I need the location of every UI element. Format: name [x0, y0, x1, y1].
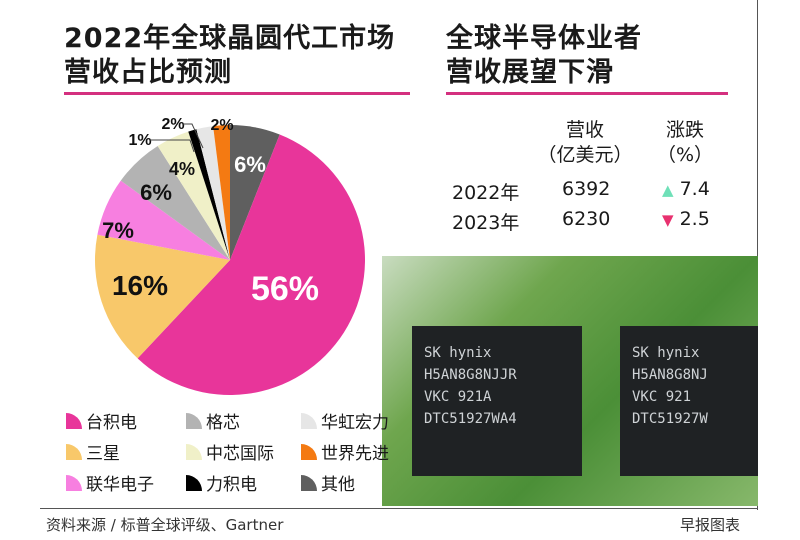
slice-label: 56% — [251, 270, 319, 308]
pie-slice-华虹宏力 — [196, 126, 230, 260]
pie-slice-台积电 — [137, 134, 366, 396]
pie-slice-三星 — [95, 234, 230, 359]
legend-swatch-icon — [186, 412, 202, 429]
legend-label: 其他 — [321, 475, 355, 495]
change-value: 2.5 — [673, 208, 710, 230]
legend-item: 中芯国际 — [186, 439, 301, 464]
row-revenue: 6392 — [562, 178, 611, 200]
leader-line — [150, 139, 195, 153]
legend-item: 世界先进 — [301, 439, 401, 464]
legend-label: 格芯 — [206, 413, 240, 433]
legend-item: 格芯 — [186, 408, 301, 433]
header-change-label: 涨跌 — [665, 119, 704, 141]
slice-label: 6% — [140, 180, 172, 205]
legend-item: 力积电 — [186, 470, 301, 495]
legend-label: 华虹宏力 — [321, 413, 389, 433]
slice-label: 2% — [210, 117, 233, 134]
slice-label: 4% — [169, 159, 195, 179]
legend-item: 华虹宏力 — [301, 408, 401, 433]
pie-slice-世界先进 — [213, 125, 230, 260]
legend-swatch-icon — [66, 474, 82, 491]
pie-slice-中芯国际 — [157, 131, 230, 260]
left-title-line2: 营收占比预测 — [64, 57, 232, 88]
legend-swatch-icon — [301, 474, 317, 491]
left-title-line1: 2022年全球晶圆代工市场 — [64, 23, 396, 54]
legend-item: 台积电 — [66, 408, 186, 433]
header-revenue-label: 营收 — [565, 119, 604, 141]
pie-slice-力积电 — [188, 129, 230, 260]
legend-label: 三星 — [86, 444, 120, 464]
legend-item: 联华电子 — [66, 470, 186, 495]
credit-label: 早报图表 — [680, 516, 741, 534]
row-year: 2022年 — [452, 182, 520, 204]
leader-line — [183, 123, 204, 149]
legend-swatch-icon — [301, 443, 317, 460]
chip-text: DTC51927WA4 — [424, 411, 517, 427]
down-triangle-icon: ▼ — [662, 211, 674, 229]
legend-label: 中芯国际 — [206, 444, 274, 464]
chip-text: VKC 921 — [632, 389, 692, 405]
row-year: 2023年 — [452, 212, 520, 234]
legend-swatch-icon — [301, 412, 317, 429]
chip-photo: SK hynix H5AN8G8NJJR VKC 921A DTC51927WA… — [382, 256, 758, 506]
footer-divider — [40, 508, 757, 509]
header-revenue: 营收 （亿美元） — [530, 118, 640, 168]
legend-swatch-icon — [186, 474, 202, 491]
pie-chart: 6%56%16%7%6%4%1%2% 2% — [95, 116, 366, 396]
row-change: ▼ 2.5 — [662, 208, 710, 230]
up-triangle-icon: ▲ — [662, 181, 674, 199]
slice-label: 2% — [161, 116, 184, 133]
slice-label: 7% — [102, 218, 134, 243]
legend-label: 力积电 — [206, 475, 257, 495]
legend-label: 台积电 — [86, 413, 137, 433]
row-change: ▲ 7.4 — [662, 178, 710, 200]
change-value: 7.4 — [673, 178, 710, 200]
legend-label: 联华电子 — [86, 475, 154, 495]
source-note: 资料来源 / 标普全球评级、Gartner — [46, 516, 284, 534]
frame-border — [757, 0, 758, 510]
right-title-line1: 全球半导体业者 — [446, 23, 642, 54]
slice-label: 6% — [234, 152, 266, 177]
legend-swatch-icon — [66, 443, 82, 460]
header-change: 涨跌 （%） — [650, 118, 720, 168]
chip-text: VKC 921A — [424, 389, 492, 405]
legend-item: 其他 — [301, 470, 401, 495]
legend-swatch-icon — [186, 443, 202, 460]
chip-text: DTC51927W — [632, 411, 708, 427]
memory-chip: SK hynix H5AN8G8NJ VKC 921 DTC51927W — [620, 326, 758, 476]
right-title: 全球半导体业者 营收展望下滑 — [446, 22, 642, 90]
row-revenue: 6230 — [562, 208, 611, 230]
legend-item: 三星 — [66, 439, 186, 464]
header-revenue-unit: （亿美元） — [537, 144, 633, 166]
chip-text: H5AN8G8NJ — [632, 367, 708, 383]
left-title: 2022年全球晶圆代工市场 营收占比预测 — [64, 22, 395, 90]
pie-slice-格芯 — [120, 146, 230, 260]
chip-text: SK hynix — [632, 345, 700, 361]
header-change-unit: （%） — [656, 144, 714, 166]
legend-label: 世界先进 — [321, 444, 389, 464]
slice-label: 1% — [128, 132, 151, 149]
slice-label: 16% — [112, 270, 168, 301]
chip-text: H5AN8G8NJJR — [424, 367, 517, 383]
pie-slice-其他 — [230, 125, 280, 260]
right-title-line2: 营收展望下滑 — [446, 57, 614, 88]
title-underline-right — [446, 92, 728, 95]
legend-swatch-icon — [66, 412, 82, 429]
memory-chip: SK hynix H5AN8G8NJJR VKC 921A DTC51927WA… — [412, 326, 582, 476]
title-underline — [64, 92, 410, 95]
chip-text: SK hynix — [424, 345, 492, 361]
legend: 台积电 格芯 华虹宏力三星 中芯国际 世界先进联华电子 力积电 其他 — [66, 408, 396, 495]
pie-slice-联华电子 — [97, 180, 230, 260]
